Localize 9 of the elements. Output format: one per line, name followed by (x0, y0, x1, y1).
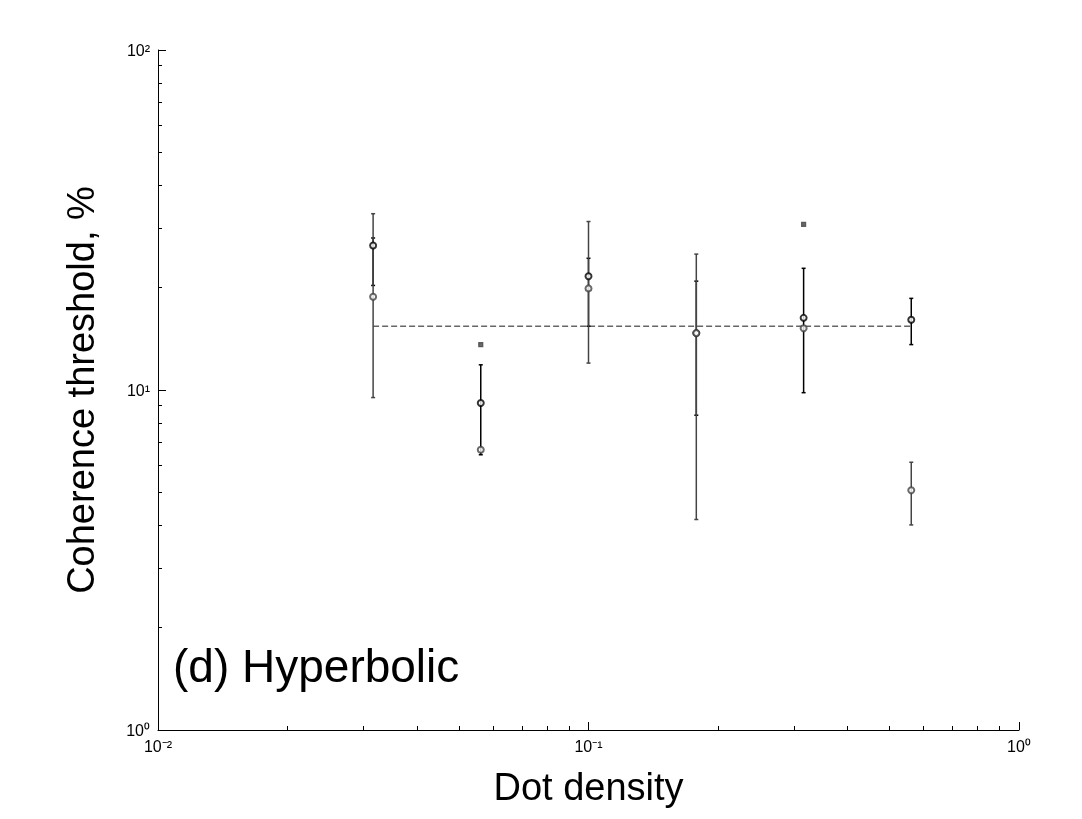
x-axis-title: Dot density (493, 766, 684, 808)
y-tick-label: 10¹ (126, 381, 150, 399)
y-tick-label: 10² (126, 41, 151, 59)
x-tick-label: 10⁻¹ (574, 737, 603, 755)
y-tick-label: 10⁰ (126, 721, 150, 739)
x-tick-label: 10⁻² (143, 737, 173, 755)
annotation: (d) Hyperbolic (173, 640, 460, 692)
x-tick-label: 10⁰ (1007, 737, 1031, 755)
y-axis-title: Coherence threshold, % (60, 186, 102, 594)
